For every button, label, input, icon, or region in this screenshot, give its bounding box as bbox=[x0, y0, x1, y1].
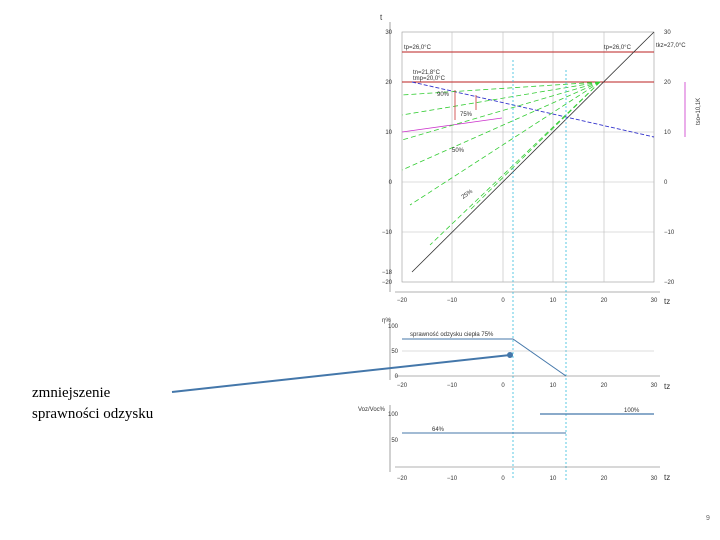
tick-label: 0 bbox=[664, 180, 668, 186]
page-number: 9 bbox=[706, 515, 710, 522]
right-ticks: 30 20 10 0 −10 −20 bbox=[664, 30, 675, 286]
label: sprawność odzysku ciepła 75% bbox=[410, 332, 494, 338]
tick-label: 20 bbox=[601, 298, 608, 304]
fan-line bbox=[401, 81, 601, 171]
fan-line bbox=[429, 81, 601, 246]
x-axis-label: tz bbox=[664, 473, 670, 482]
label: tp=26,0°C bbox=[604, 45, 632, 51]
tick-label: 30 bbox=[664, 30, 671, 36]
tick-label: −10 bbox=[447, 476, 458, 482]
tick-label: −10 bbox=[447, 383, 458, 389]
tick-label: 50 bbox=[391, 349, 398, 355]
y-axis-label: Voz/Voc% bbox=[358, 407, 386, 413]
fan-line bbox=[401, 81, 601, 96]
tick-label: −10 bbox=[382, 230, 393, 236]
fan-line bbox=[401, 81, 601, 116]
tick-label: −10 bbox=[664, 230, 675, 236]
tick-label: 10 bbox=[664, 130, 671, 136]
annotation-arrow bbox=[171, 354, 511, 393]
tick-label: −10 bbox=[447, 298, 458, 304]
y-axis-label: η% bbox=[382, 318, 391, 324]
tick-label: −20 bbox=[664, 280, 675, 286]
x-ticks: −20 −10 0 10 20 30 bbox=[397, 298, 658, 304]
plot-frame bbox=[401, 31, 655, 283]
tick-label: 30 bbox=[651, 383, 658, 389]
tick-label: 30 bbox=[385, 30, 392, 36]
tick-label: −20 bbox=[397, 476, 408, 482]
left-ticks: 30 20 10 0 −10 −18 −20 bbox=[382, 30, 393, 286]
label: tkz=27,0°C bbox=[656, 43, 686, 49]
y-ticks: 100 50 0 bbox=[388, 324, 399, 380]
tick-label: 20 bbox=[385, 80, 392, 86]
y-ticks: 100 50 bbox=[388, 412, 399, 444]
tick-label: 10 bbox=[550, 383, 557, 389]
tick-label: 20 bbox=[664, 80, 671, 86]
tick-label: −20 bbox=[397, 383, 408, 389]
annotation-dot bbox=[507, 352, 513, 358]
label: 50% bbox=[452, 148, 465, 154]
x-axis-label: tz bbox=[664, 297, 670, 306]
tick-label: 0 bbox=[395, 374, 399, 380]
x-ticks: −20 −10 0 10 20 30 bbox=[397, 383, 658, 389]
tick-label: 10 bbox=[550, 298, 557, 304]
annotation: sprawności odzysku bbox=[32, 406, 154, 422]
tick-label: 0 bbox=[501, 298, 505, 304]
tick-label: 10 bbox=[550, 476, 557, 482]
fan-line bbox=[401, 81, 601, 141]
tick-label: 0 bbox=[501, 383, 505, 389]
annotation: zmniejszenie bbox=[32, 385, 111, 401]
tick-label: 10 bbox=[385, 130, 392, 136]
label: tp=26,0°C bbox=[404, 45, 432, 51]
efficiency-fan bbox=[401, 81, 601, 246]
x-ticks: −20 −10 0 10 20 30 bbox=[397, 476, 658, 482]
blue-line bbox=[411, 81, 655, 138]
label: 64% bbox=[432, 427, 445, 433]
tick-label: 20 bbox=[601, 383, 608, 389]
tick-label: 20 bbox=[601, 476, 608, 482]
label: tn=21,8°C bbox=[413, 70, 441, 76]
tick-label: −18 bbox=[382, 270, 393, 276]
tick-label: 100 bbox=[388, 324, 399, 330]
diagonal-line bbox=[411, 31, 655, 273]
label: tso=10,1K bbox=[696, 98, 702, 125]
tick-label: 0 bbox=[501, 476, 505, 482]
y-axis-label: t bbox=[380, 13, 383, 22]
tick-label: 30 bbox=[651, 298, 658, 304]
label: 90% bbox=[437, 92, 450, 98]
x-axis-label: tz bbox=[664, 382, 670, 391]
label: tmp=20,0°C bbox=[413, 76, 446, 82]
label: 25% bbox=[461, 188, 475, 200]
efficiency-line bbox=[402, 338, 567, 377]
tick-label: −20 bbox=[397, 298, 408, 304]
tick-label: 100 bbox=[388, 412, 399, 418]
fan-line bbox=[409, 81, 601, 206]
label: 75% bbox=[460, 112, 473, 118]
label: 100% bbox=[624, 408, 640, 414]
fan-line bbox=[469, 81, 601, 211]
tick-label: 50 bbox=[391, 438, 398, 444]
tick-label: 30 bbox=[651, 476, 658, 482]
tick-label: 0 bbox=[389, 180, 393, 186]
tick-label: −20 bbox=[382, 280, 393, 286]
